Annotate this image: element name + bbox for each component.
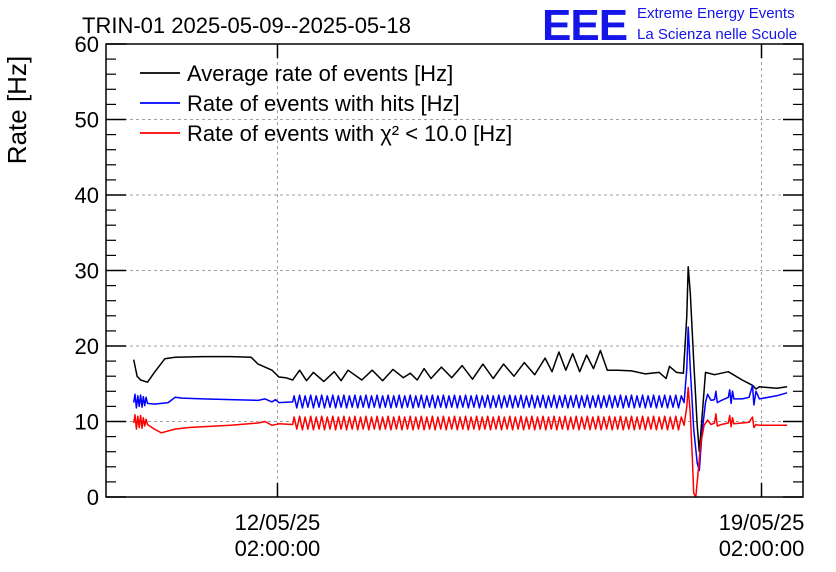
legend-entry-0: Average rate of events [Hz]	[187, 61, 453, 86]
series-line-0	[132, 265, 788, 453]
axis-ticks: 010203040506012/05/2502:00:0019/05/2502:…	[75, 32, 805, 561]
y-tick-label: 60	[75, 32, 99, 57]
series-line-2	[132, 386, 788, 498]
legend: Average rate of events [Hz] Rate of event…	[140, 61, 512, 146]
legend-entry-2: Rate of events with χ² < 10.0 [Hz]	[187, 121, 512, 146]
y-tick-label: 30	[75, 259, 99, 284]
logo-line-2: La Scienza nelle Scuole	[637, 26, 797, 43]
x-tick-label-date: 12/05/25	[235, 510, 321, 535]
grid-lines	[106, 44, 803, 497]
y-tick-label: 0	[87, 485, 99, 510]
y-tick-label: 40	[75, 183, 99, 208]
x-tick-label-time: 02:00:00	[719, 536, 805, 561]
x-tick-label-time: 02:00:00	[235, 536, 321, 561]
legend-entry-1: Rate of events with hits [Hz]	[187, 91, 460, 116]
y-tick-label: 10	[75, 410, 99, 435]
y-axis-title: Rate [Hz]	[2, 56, 32, 164]
y-tick-label: 50	[75, 108, 99, 133]
eee-logo-text: EEE	[542, 1, 627, 50]
series-lines	[132, 265, 788, 498]
series-line-1	[132, 326, 788, 472]
x-tick-label-date: 19/05/25	[719, 510, 805, 535]
y-tick-label: 20	[75, 334, 99, 359]
logo-line-1: Extreme Energy Events	[637, 5, 795, 22]
chart-title: TRIN-01 2025-05-09--2025-05-18	[82, 13, 411, 38]
